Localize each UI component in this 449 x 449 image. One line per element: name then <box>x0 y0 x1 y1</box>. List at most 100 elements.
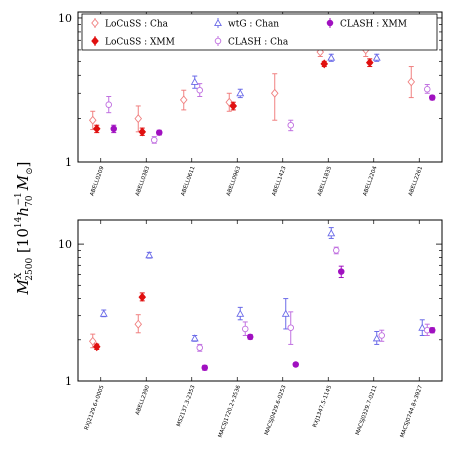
legend-marker-locuss_xmm <box>91 36 99 46</box>
marker-locuss_xmm <box>138 292 147 302</box>
data-point-wtg_chan <box>372 53 381 62</box>
legend-label: LoCuSS : Cha <box>105 20 169 30</box>
data-point-clash_cha <box>287 311 295 345</box>
data-point-clash_xmm <box>201 364 208 371</box>
marker-locuss_cha <box>225 97 234 107</box>
x-category-label: MACSJ0329.7-0211 <box>355 385 379 436</box>
marker-clash_cha <box>287 324 295 331</box>
marker-locuss_cha <box>270 88 279 98</box>
x-category-label: RXJ1347.5-1145 <box>312 384 333 428</box>
marker-clash_cha <box>196 86 203 94</box>
data-point-clash_xmm <box>110 124 117 134</box>
marker-clash_cha <box>333 247 340 254</box>
data-point-clash_cha <box>287 119 295 132</box>
data-point-clash_cha <box>378 329 386 342</box>
panel-2: 1 10 RXJ2129.6+0005 ABELL2390 MS2137.3-2353 M… <box>58 219 443 439</box>
marker-clash_xmm <box>429 94 436 101</box>
marker-locuss_cha <box>134 319 143 329</box>
marker-clash_xmm <box>201 364 208 371</box>
data-point-wtg_chan <box>281 298 290 330</box>
marker-wtg_chan <box>145 251 154 259</box>
data-point-locuss_cha <box>270 73 279 121</box>
marker-wtg_chan <box>190 77 199 85</box>
data-point-clash_cha <box>196 343 203 352</box>
marker-clash_xmm <box>429 326 436 334</box>
marker-wtg_chan <box>418 323 427 331</box>
data-point-clash_xmm <box>292 361 300 368</box>
marker-clash_cha <box>241 325 249 333</box>
x-category-label: ABELL0963 <box>226 165 242 197</box>
marker-wtg_chan <box>190 334 199 342</box>
marker-wtg_chan <box>236 89 245 97</box>
marker-clash_xmm <box>110 125 117 133</box>
data-point-clash_xmm <box>429 326 436 334</box>
x-category-label: RXJ2129.6+0005 <box>84 384 106 431</box>
marker-clash_cha <box>196 344 203 351</box>
data-point-wtg_chan <box>236 306 245 321</box>
data-point-clash_cha <box>105 95 112 114</box>
marker-wtg_chan <box>281 309 290 317</box>
marker-locuss_cha <box>134 114 143 124</box>
data-point-clash_xmm <box>155 129 163 136</box>
marker-clash_cha <box>105 101 112 108</box>
data-point-clash_cha <box>196 83 203 97</box>
data-point-clash_cha <box>333 246 340 255</box>
marker-clash_xmm <box>338 268 345 275</box>
legend-marker-wtg_chan <box>214 18 222 27</box>
data-point-locuss_cha <box>134 314 143 334</box>
marker-locuss_xmm <box>92 124 101 134</box>
data-point-locuss_xmm <box>320 59 329 69</box>
marker-wtg_chan <box>372 53 381 61</box>
y-tick-label: 1 <box>65 375 72 388</box>
legend-marker-clash_xmm <box>326 19 334 27</box>
data-point-wtg_chan <box>327 227 336 239</box>
y-axis-label: MX2500 [1014h70−1M⊙] <box>14 161 35 295</box>
legend-entry-clash_cha: CLASH : Cha <box>214 36 289 48</box>
x-category-label: ABELL0611 <box>180 166 196 197</box>
marker-clash_cha <box>424 85 431 93</box>
data-point-wtg_chan <box>190 75 199 89</box>
data-point-clash_xmm <box>429 94 436 101</box>
legend-label: wtG : Chan <box>228 20 279 30</box>
marker-locuss_cha <box>88 115 97 125</box>
marker-wtg_chan <box>99 309 108 317</box>
marker-clash_cha <box>378 332 386 339</box>
x-category-label: MACSJ0429.6-0253 <box>264 384 288 436</box>
legend-box <box>81 13 438 51</box>
legend-entry-locuss_xmm: LoCuSS : XMM <box>91 36 175 48</box>
legend-entry-clash_xmm: CLASH : XMM <box>326 18 407 30</box>
data-point-clash_cha <box>424 84 431 94</box>
y-tick-label: 1 <box>65 156 72 169</box>
data-point-wtg_chan <box>327 53 336 62</box>
x-category-label: MACSJ1720.2+3536 <box>218 384 243 438</box>
marker-locuss_xmm <box>365 58 374 68</box>
marker-wtg_chan <box>372 334 381 342</box>
legend-label: LoCuSS : XMM <box>105 38 175 48</box>
data-point-clash_cha <box>241 321 249 336</box>
x-category-label: MS2137.3-2353 <box>176 384 197 427</box>
data-point-wtg_chan <box>236 88 245 99</box>
marker-wtg_chan <box>236 309 245 317</box>
legend-entry-locuss_cha: LoCuSS : Cha <box>91 18 169 30</box>
marker-locuss_xmm <box>229 101 238 111</box>
marker-clash_xmm <box>292 361 300 368</box>
marker-locuss_xmm <box>320 59 329 69</box>
data-point-locuss_cha <box>407 66 416 99</box>
data-point-locuss_xmm <box>138 292 147 302</box>
data-point-wtg_chan <box>418 319 427 336</box>
chart-panels: 1 10 ABELL0209 ABELL0383 ABELL0611 ABELL0963 A… <box>58 11 443 439</box>
legend-marker-clash_cha <box>214 37 222 45</box>
data-point-clash_xmm <box>246 333 254 341</box>
marker-clash_cha <box>287 121 295 129</box>
data-point-locuss_cha <box>225 92 234 112</box>
marker-clash_xmm <box>155 129 163 136</box>
marker-locuss_cha <box>88 336 97 346</box>
legend-entry-wtg_chan: wtG : Chan <box>214 18 279 30</box>
data-point-wtg_chan <box>372 330 381 345</box>
marker-clash_xmm <box>246 333 254 341</box>
data-point-locuss_xmm <box>92 342 101 352</box>
marker-locuss_xmm <box>138 127 147 137</box>
x-category-label: ABELL2261 <box>408 166 424 197</box>
x-category-label: ABELL2204 <box>362 165 378 197</box>
legend-label: CLASH : Cha <box>228 38 289 48</box>
